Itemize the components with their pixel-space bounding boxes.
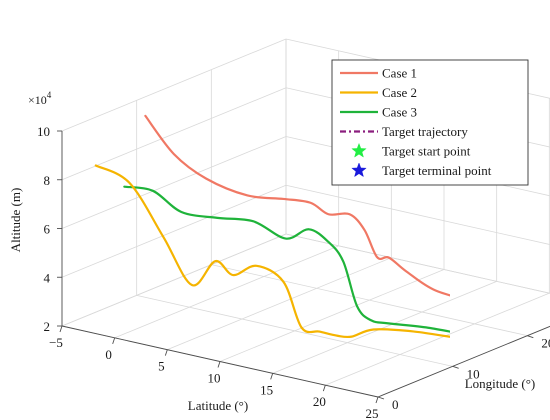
legend-label: Case 1 — [382, 66, 417, 81]
side-wall-grid-line — [61, 87, 287, 181]
legend-label: Case 2 — [382, 85, 417, 100]
series — [94, 114, 517, 339]
x-tick-mark — [164, 349, 168, 356]
series-line-case-2 — [94, 164, 450, 339]
floor-grid-line — [272, 280, 497, 374]
x-tick-mark — [322, 385, 326, 392]
y-axis-label: Longitude (°) — [465, 376, 536, 391]
tick-labels: −505101520250102030246810 — [37, 124, 550, 420]
z-tick-label: 10 — [37, 124, 50, 139]
side-wall-grid-line — [61, 38, 287, 132]
side-wall-grid-line — [61, 136, 287, 229]
floor-grid-line — [136, 294, 453, 367]
back-wall-grid-line — [285, 184, 550, 245]
x-tick-label: −5 — [49, 335, 63, 350]
x-tick-label: 10 — [208, 371, 221, 386]
x-tick-mark — [59, 325, 63, 333]
x-tick-label: 25 — [366, 406, 379, 420]
legend-box — [331, 59, 529, 186]
z-exponent-power: 4 — [47, 90, 52, 100]
legend-item: Case 3 — [340, 105, 417, 120]
legend-item: Target start point — [351, 142, 471, 159]
legend-star-icon — [351, 142, 367, 158]
x-tick-mark — [270, 373, 274, 380]
y-tick-mark — [527, 335, 534, 339]
series-line-case-3 — [123, 185, 450, 333]
x-tick-mark — [112, 337, 116, 344]
target-start-point-marker — [502, 315, 517, 329]
legend-label: Target start point — [382, 144, 471, 159]
z-tick-label: 6 — [44, 222, 51, 237]
y-tick-mark — [452, 365, 459, 369]
x-tick-label: 0 — [105, 347, 112, 362]
y-tick-label: 10 — [467, 366, 480, 381]
z-axis-label: Altitude (m) — [8, 188, 23, 253]
y-tick-mark — [377, 396, 385, 400]
floor-grid-line — [167, 257, 392, 351]
side-wall-grid-line — [61, 233, 287, 327]
legend-star-icon — [351, 162, 367, 178]
y-tick-label: 20 — [541, 336, 550, 351]
legend: Case 1 Case 2 Case 3 Target trajectory Targe… — [331, 59, 529, 186]
z-tick-label: 4 — [44, 270, 51, 285]
z-tick-label: 2 — [44, 319, 51, 334]
floor-grid-line — [114, 245, 339, 339]
z-exponent-base: ×10 — [28, 93, 47, 107]
x-tick-label: 5 — [158, 359, 165, 374]
floor-grid-line — [325, 292, 550, 386]
legend-item: Target trajectory — [340, 124, 468, 139]
x-tick-label: 15 — [260, 382, 273, 397]
side-wall-grid-line — [61, 184, 287, 278]
axes — [57, 130, 550, 404]
legend-label: Target terminal point — [382, 163, 492, 178]
legend-item: Case 1 — [340, 66, 417, 81]
legend-label: Case 3 — [382, 105, 417, 120]
z-tick-label: 8 — [44, 173, 51, 188]
back-wall-grid-line — [285, 233, 550, 294]
x-tick-mark — [217, 361, 221, 368]
y-tick-label: 0 — [392, 397, 399, 412]
floor-grid-line — [211, 264, 528, 337]
floor-grid-line — [219, 269, 445, 362]
series-line-case-1 — [144, 114, 450, 297]
x-tick-label: 20 — [313, 394, 326, 409]
z-exponent-label: ×104 — [28, 90, 52, 107]
legend-item: Case 2 — [340, 85, 417, 100]
floor-grid-line — [285, 233, 550, 294]
legend-item: Target terminal point — [351, 162, 492, 178]
x-tick-mark — [375, 396, 379, 404]
legend-label: Target trajectory — [382, 124, 468, 139]
x-axis-label: Latitude (°) — [188, 398, 248, 413]
y-axis-line — [377, 325, 550, 398]
